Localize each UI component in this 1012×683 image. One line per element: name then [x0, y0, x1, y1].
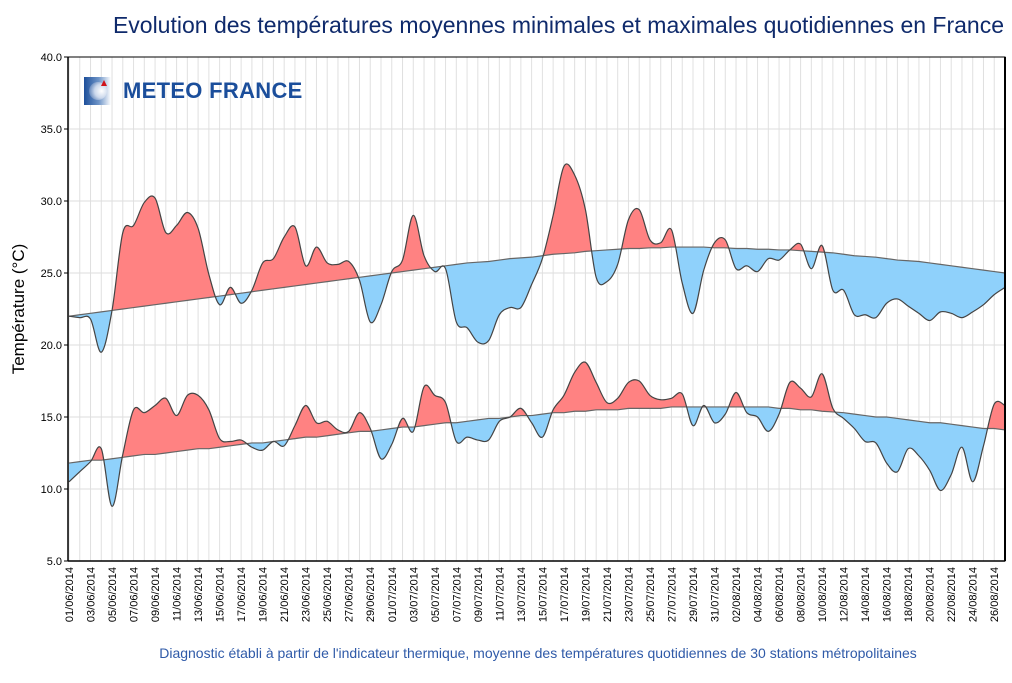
y-tick-label: 25.0 [41, 268, 62, 280]
x-tick-label: 23/06/2014 [301, 567, 313, 622]
x-tick-label: 08/08/2014 [796, 567, 808, 622]
x-tick-label: 20/08/2014 [925, 567, 937, 622]
x-tick-label: 01/07/2014 [387, 567, 399, 622]
meteo-france-logo: METEO FRANCE [84, 77, 303, 105]
x-tick-label: 06/08/2014 [774, 567, 786, 622]
x-tick-label: 11/07/2014 [494, 567, 506, 621]
x-tick-label: 31/07/2014 [710, 567, 722, 622]
x-tick-label: 07/07/2014 [451, 567, 463, 622]
x-tick-label: 01/06/2014 [64, 567, 76, 622]
x-tick-label: 10/08/2014 [817, 567, 829, 622]
x-tick-label: 19/06/2014 [258, 567, 270, 622]
y-tick-label: 10.0 [41, 484, 62, 496]
x-tick-label: 18/08/2014 [903, 567, 915, 622]
x-tick-label: 11/06/2014 [172, 567, 184, 621]
y-tick-label: 35.0 [41, 124, 62, 136]
x-tick-label: 03/06/2014 [86, 567, 98, 622]
y-tick-label: 40.0 [41, 52, 62, 64]
x-tick-label: 21/07/2014 [602, 567, 614, 622]
y-tick-label: 30.0 [41, 196, 62, 208]
x-tick-label: 17/07/2014 [559, 567, 571, 622]
y-tick-label: 15.0 [41, 412, 62, 424]
x-tick-label: 24/08/2014 [968, 567, 980, 622]
x-tick-label: 15/07/2014 [537, 567, 549, 622]
x-tick-label: 04/08/2014 [753, 567, 765, 622]
x-tick-label: 29/07/2014 [688, 567, 700, 622]
x-tick-label: 03/07/2014 [408, 567, 420, 622]
x-tick-label: 29/06/2014 [365, 567, 377, 622]
x-tick-label: 26/08/2014 [989, 567, 1001, 622]
x-tick-label: 15/06/2014 [215, 567, 227, 622]
temperature-line [68, 361, 1006, 507]
x-tick-label: 05/07/2014 [430, 567, 442, 622]
x-tick-label: 02/08/2014 [731, 567, 743, 622]
chart-footnote: Diagnostic établi à partir de l'indicate… [159, 645, 917, 661]
logo-text: METEO FRANCE [123, 78, 303, 103]
y-axis-label: Température (°C) [9, 244, 28, 375]
temperature-line [68, 163, 1006, 353]
x-tick-label: 16/08/2014 [882, 567, 894, 622]
x-tick-label: 27/06/2014 [344, 567, 356, 622]
meteo-france-logo-icon [84, 77, 111, 105]
x-tick-label: 12/08/2014 [839, 567, 851, 622]
x-tick-label: 21/06/2014 [279, 567, 291, 622]
x-tick-label: 09/06/2014 [150, 567, 162, 622]
x-tick-label: 19/07/2014 [580, 567, 592, 622]
y-tick-label: 20.0 [41, 340, 62, 352]
chart-title: Evolution des températures moyennes mini… [112, 12, 1004, 38]
x-tick-label: 13/07/2014 [516, 567, 528, 622]
x-tick-label: 23/07/2014 [623, 567, 635, 622]
x-tick-label: 13/06/2014 [193, 567, 205, 622]
x-tick-label: 07/06/2014 [129, 567, 141, 622]
x-tick-label: 27/07/2014 [666, 567, 678, 622]
y-tick-label: 5.0 [47, 556, 62, 568]
x-tick-label: 25/07/2014 [645, 567, 657, 622]
normal-line [68, 406, 1006, 464]
x-tick-label: 22/08/2014 [946, 567, 958, 622]
below-normal-area [69, 247, 1005, 353]
x-tick-label: 09/07/2014 [473, 567, 485, 622]
x-tick-label: 25/06/2014 [322, 567, 334, 622]
x-tick-label: 14/08/2014 [860, 567, 872, 622]
x-tick-label: 05/06/2014 [107, 567, 119, 622]
x-tick-label: 17/06/2014 [236, 567, 248, 622]
